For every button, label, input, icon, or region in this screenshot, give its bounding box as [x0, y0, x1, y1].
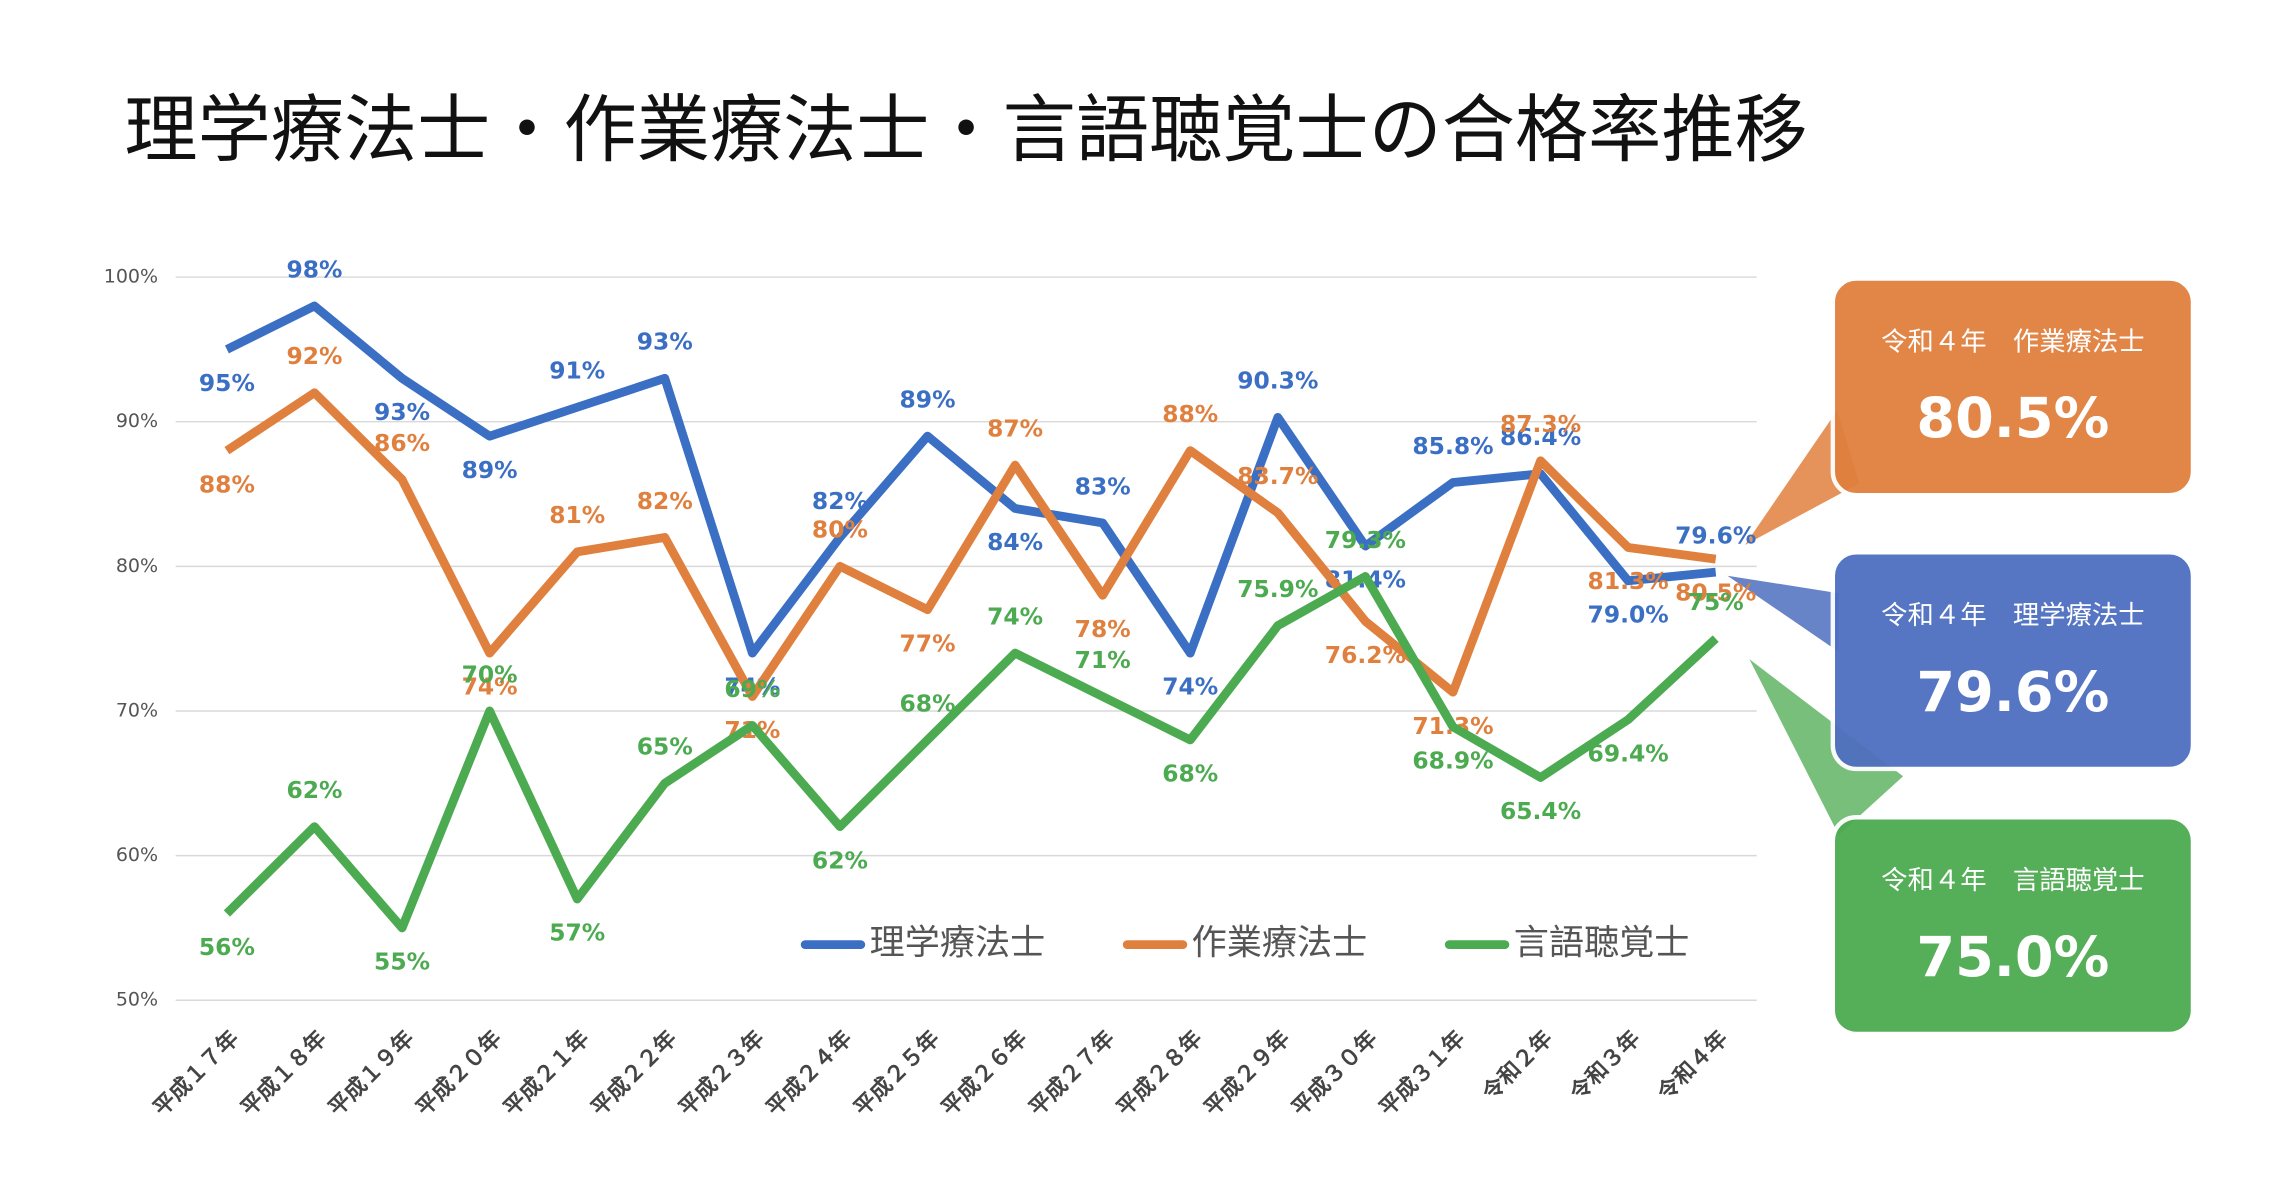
data-label: 69%	[724, 675, 780, 703]
data-label: 62%	[286, 776, 342, 804]
data-label: 76.2%	[1325, 641, 1406, 669]
data-label: 75.9%	[1237, 575, 1318, 603]
y-tick-label: 90%	[116, 410, 158, 432]
y-tick-label: 70%	[116, 699, 158, 721]
data-label: 98%	[286, 255, 342, 283]
data-label: 80%	[812, 516, 868, 544]
data-label: 87%	[987, 414, 1043, 442]
data-label: 80.5%	[1675, 579, 1756, 607]
x-tick-label: 平成２６年	[936, 1025, 1032, 1121]
y-tick-label: 60%	[116, 844, 158, 866]
x-tick-label: 平成３１年	[1374, 1025, 1470, 1121]
x-tick-label: 平成２１年	[499, 1025, 595, 1121]
data-label: 93%	[374, 398, 430, 426]
callout-box	[1830, 815, 2196, 1037]
data-label: 79.3%	[1325, 526, 1406, 554]
data-label: 89%	[462, 456, 518, 484]
data-label: 81.3%	[1588, 567, 1669, 595]
legend-label: 理学療法士	[870, 923, 1046, 964]
data-label: 55%	[374, 948, 430, 976]
x-tick-label: 平成２９年	[1199, 1025, 1295, 1121]
data-label: 74%	[462, 673, 518, 701]
chart-title: 理学療法士・作業療法士・言語聴覚士の合格率推移	[124, 88, 1807, 173]
x-tick-label: 平成３０年	[1287, 1025, 1383, 1121]
data-label: 78%	[1075, 615, 1131, 643]
data-label: 86%	[374, 429, 430, 457]
data-label: 57%	[549, 919, 605, 947]
data-label: 82%	[637, 487, 693, 515]
line	[224, 301, 1717, 658]
callout-box	[1830, 276, 2196, 498]
data-label: 62%	[812, 846, 868, 874]
callout-label: 令和４年 理学療法士	[1881, 601, 2144, 631]
y-tick-label: 50%	[116, 989, 158, 1011]
data-label: 81%	[549, 501, 605, 529]
x-tick-label: 平成２７年	[1024, 1025, 1120, 1121]
data-label: 89%	[900, 386, 956, 414]
data-label: 65%	[637, 733, 693, 761]
data-label: 83%	[1075, 472, 1131, 500]
callout-label: 令和４年 言語聴覚士	[1881, 866, 2144, 896]
data-label: 68%	[900, 689, 956, 717]
x-tick-label: 平成２０年	[411, 1025, 507, 1121]
callout-text: 80.5%	[1916, 386, 2109, 451]
x-tick-label: 平成２８年	[1112, 1025, 1208, 1121]
data-label: 92%	[286, 342, 342, 370]
data-label: 84%	[987, 528, 1043, 556]
data-label: 88%	[199, 470, 255, 498]
data-label: 77%	[900, 629, 956, 657]
data-label: 70%	[462, 660, 518, 688]
callout-box	[1830, 550, 2196, 772]
legend-label: 作業療法士	[1192, 923, 1368, 964]
data-label: 82%	[812, 487, 868, 515]
data-label: 79.6%	[1675, 521, 1756, 549]
x-tick-label: 平成２２年	[586, 1025, 682, 1121]
x-tick-label: 令和４年	[1653, 1025, 1733, 1105]
x-tick-label: 平成２３年	[674, 1025, 770, 1121]
data-label: 83.7%	[1237, 462, 1318, 490]
x-tick-label: 平成２４年	[761, 1025, 857, 1121]
data-label: 79.0%	[1588, 600, 1669, 628]
x-tick-label: 平成２５年	[849, 1025, 945, 1121]
x-tick-label: 平成１９年	[323, 1025, 419, 1121]
data-label: 74%	[987, 602, 1043, 630]
data-label: 56%	[199, 933, 255, 961]
x-tick-label: 平成１７年	[148, 1025, 244, 1121]
data-label: 65.4%	[1500, 797, 1581, 825]
legend-label: 言語聴覚士	[1514, 923, 1690, 964]
x-tick-label: 令和３年	[1565, 1025, 1645, 1105]
x-tick-label: 平成１８年	[236, 1025, 332, 1121]
data-label: 93%	[637, 328, 693, 356]
data-label: 68.9%	[1412, 747, 1493, 775]
data-label: 71%	[1075, 646, 1131, 674]
y-tick-label: 100%	[104, 266, 158, 288]
data-label: 75%	[1688, 588, 1744, 616]
callout-text: 75.0%	[1916, 925, 2109, 990]
callout-label: 令和４年 作業療法士	[1881, 327, 2144, 357]
data-label: 86.4%	[1500, 423, 1581, 451]
callout-pointer	[1749, 659, 1904, 835]
callout-text: 79.6%	[1916, 660, 2109, 725]
line	[224, 388, 1717, 701]
data-label: 90.3%	[1237, 367, 1318, 395]
data-label: 87.3%	[1500, 410, 1581, 438]
y-tick-label: 80%	[116, 555, 158, 577]
data-label: 85.8%	[1412, 432, 1493, 460]
data-label: 69.4%	[1588, 739, 1669, 767]
data-label: 88%	[1162, 400, 1218, 428]
data-label: 95%	[199, 369, 255, 397]
data-label: 74%	[1162, 673, 1218, 701]
line	[223, 572, 1719, 933]
data-label: 91%	[549, 357, 605, 385]
x-tick-label: 令和２年	[1477, 1025, 1557, 1105]
data-label: 68%	[1162, 760, 1218, 788]
